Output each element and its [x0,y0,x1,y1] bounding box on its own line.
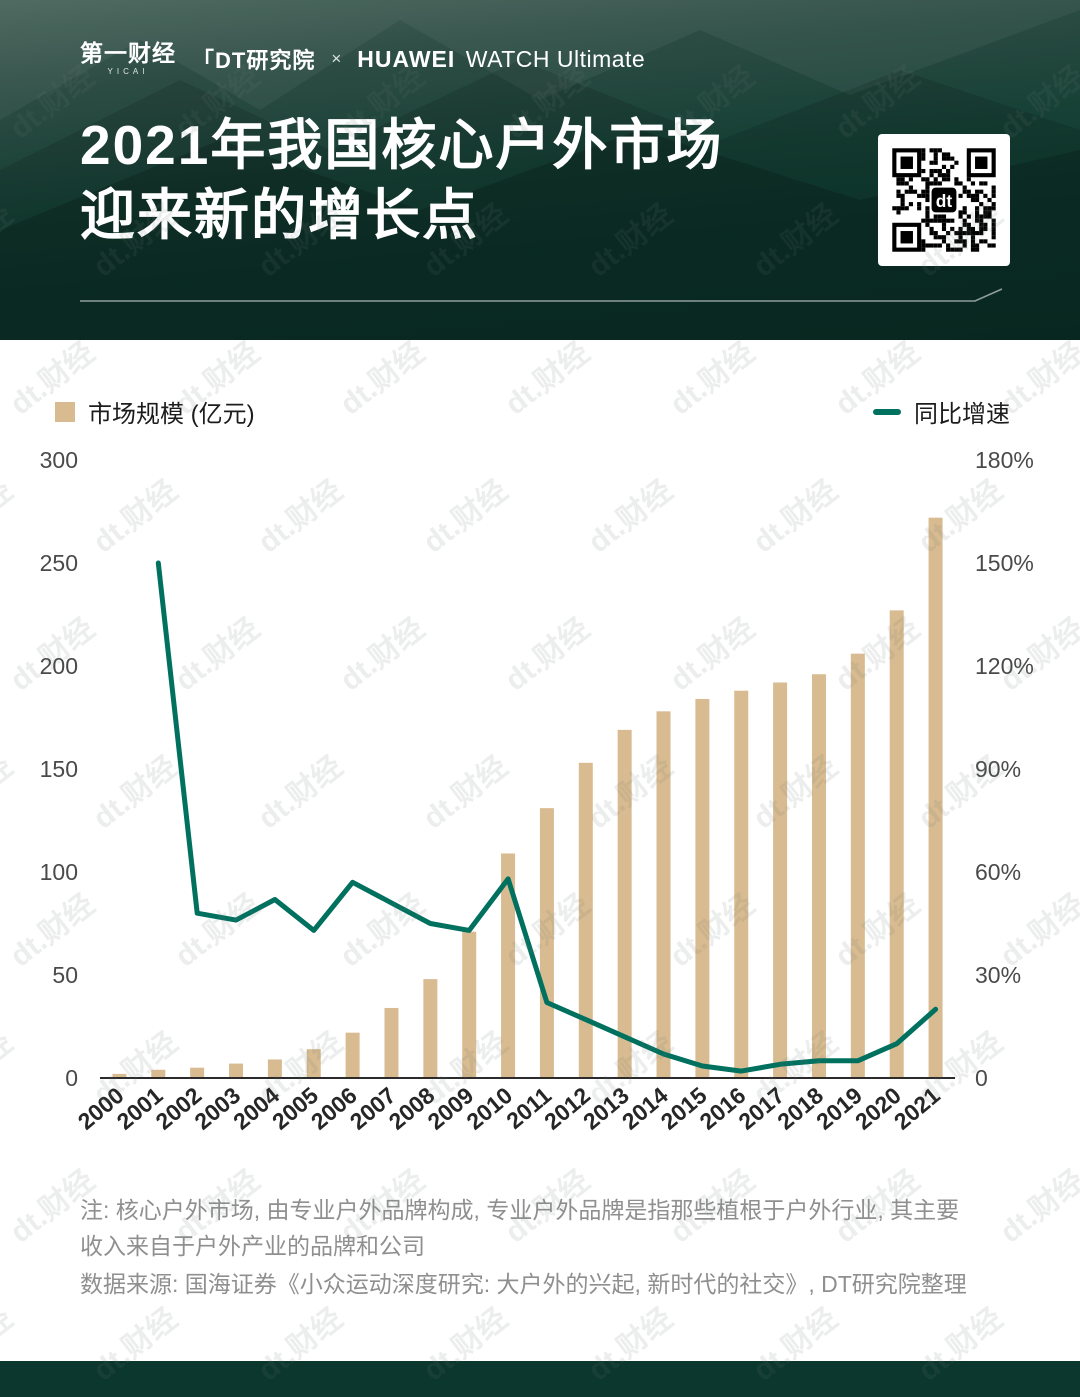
chart-legend: 市场规模 (亿元) 同比增速 [0,394,1080,429]
brand-row: 第一财经 YICAI 「DT研究院 × HUAWEI WATCH Ultimat… [80,42,645,76]
huawei-logo: HUAWEI [357,45,456,72]
note-line-1: 注: 核心户外市场, 由专业户外品牌构成, 专业户外品牌是指那些植根于户外行业,… [80,1197,960,1223]
svg-text:300: 300 [40,447,78,473]
svg-text:dt: dt [936,191,953,211]
yicai-logo-subtext: YICAI [107,67,149,76]
page-title-line1: 2021年我国核心户外市场 [80,114,724,176]
yicai-logo: 第一财经 YICAI [80,42,176,76]
huawei-product-name: WATCH Ultimate [465,45,646,72]
svg-text:90%: 90% [975,756,1021,782]
svg-text:0: 0 [975,1065,988,1091]
page-title-line2: 迎来新的增长点 [80,184,480,246]
footnotes: 注: 核心户外市场, 由专业户外品牌构成, 专业户外品牌是指那些植根于户外行业,… [80,1192,1010,1302]
legend-item-bars: 市场规模 (亿元) [55,394,255,429]
svg-text:120%: 120% [975,653,1034,679]
line-series-label: 同比增速 [914,401,1010,428]
mountain-background [0,0,1080,340]
svg-text:60%: 60% [975,859,1021,885]
data-source-line: 数据来源: 国海证券《小众运动深度研究: 大户外的兴起, 新时代的社交》, DT… [80,1271,967,1297]
bar-series-swatch [55,401,75,422]
svg-text:30%: 30% [975,962,1021,988]
title-underline [80,288,1003,302]
bar-series-label: 市场规模 (亿元) [88,401,255,428]
qr-code: dt [878,134,1010,266]
dt-research-logo: 「DT研究院 [192,48,316,73]
line-series-swatch [873,408,901,415]
footer-bar [0,1361,1080,1397]
svg-text:180%: 180% [975,447,1034,473]
huawei-logo-group: HUAWEI WATCH Ultimate [357,46,645,73]
svg-text:150%: 150% [975,550,1034,576]
note-line-2: 收入来自于户外产业的品牌和公司 [80,1233,425,1259]
times-separator: × [331,49,342,68]
svg-text:150: 150 [40,756,78,782]
svg-text:250: 250 [40,550,78,576]
svg-text:2021: 2021 [889,1082,945,1135]
chart-area: 0 50 100 150 200 250 300 0 30% 60% 90% 120% 150% 180%… [0,430,1080,1210]
svg-text:50: 50 [52,962,78,988]
svg-text:100: 100 [40,859,78,885]
svg-text:200: 200 [40,653,78,679]
legend-item-line: 同比增速 [873,394,1010,429]
chart-svg: 0 50 100 150 200 250 300 0 30% 60% 90% 120% 150% 180%… [40,447,1034,1135]
svg-text:0: 0 [65,1065,78,1091]
yicai-logo-text: 第一财经 [80,40,176,66]
page-title: 2021年我国核心户外市场 迎来新的增长点 [80,110,723,250]
qr-code-svg: dt [884,140,1004,260]
header: 第一财经 YICAI 「DT研究院 × HUAWEI WATCH Ultimat… [0,0,1080,340]
